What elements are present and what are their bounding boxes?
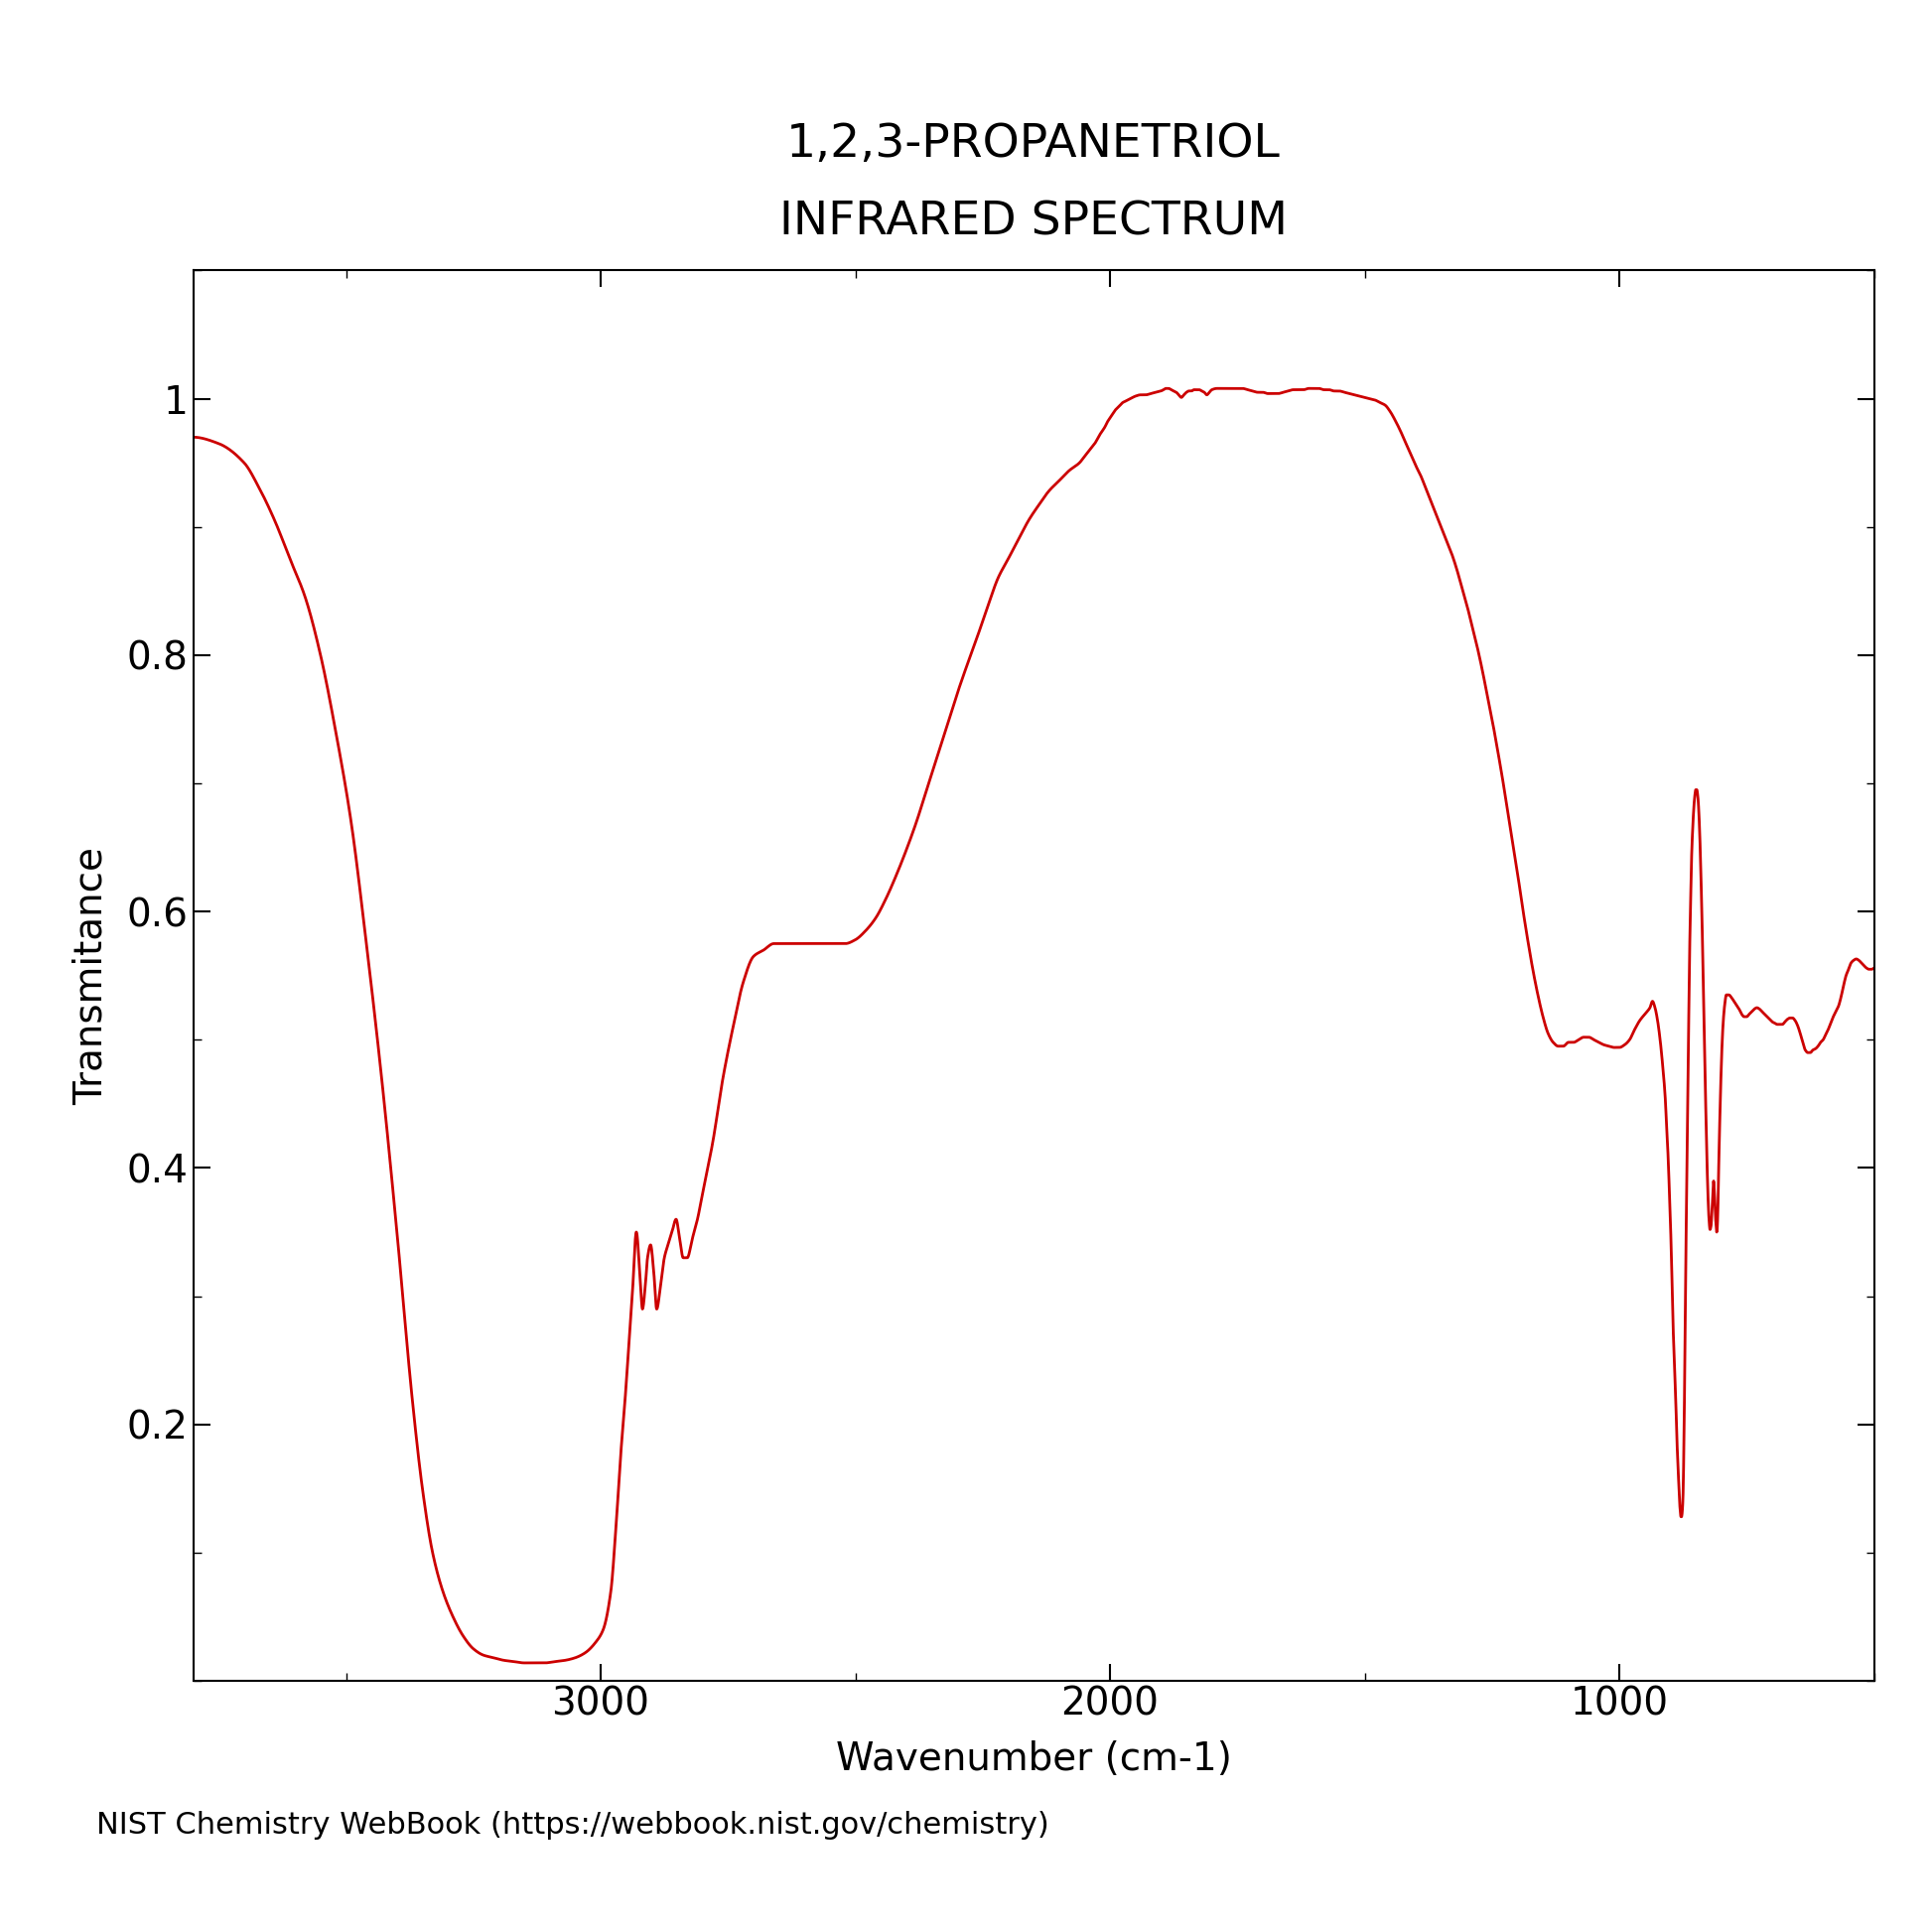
Text: NIST Chemistry WebBook (https://webbook.nist.gov/chemistry): NIST Chemistry WebBook (https://webbook.… [97,1812,1049,1839]
Text: 1,2,3-PROPANETRIOL: 1,2,3-PROPANETRIOL [786,122,1281,168]
Y-axis label: Transmitance: Transmitance [73,846,110,1105]
Text: INFRARED SPECTRUM: INFRARED SPECTRUM [779,199,1289,245]
X-axis label: Wavenumber (cm-1): Wavenumber (cm-1) [837,1741,1231,1777]
